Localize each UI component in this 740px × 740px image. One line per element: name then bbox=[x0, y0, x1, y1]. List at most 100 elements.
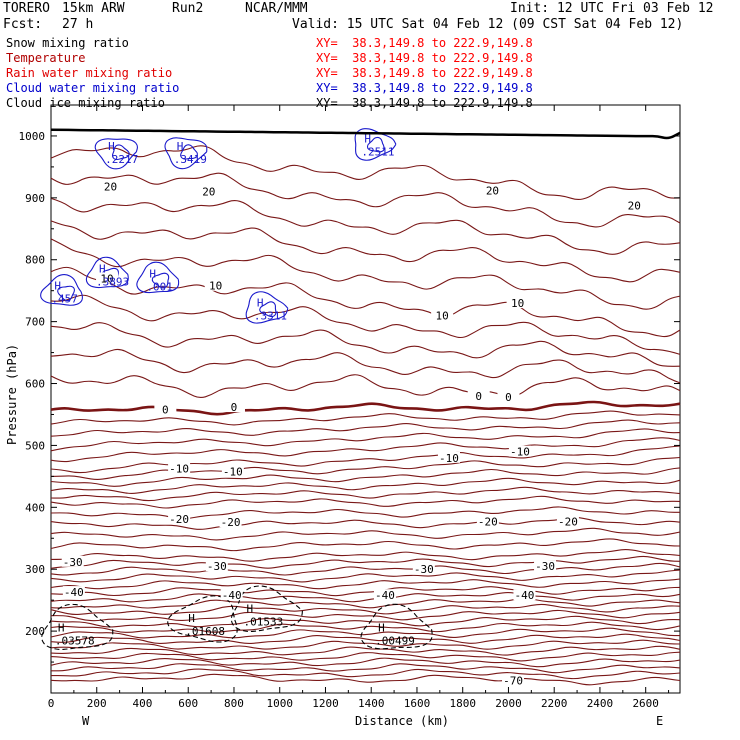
isotherm-line bbox=[50, 506, 680, 520]
x-tick-label: 1200 bbox=[312, 697, 339, 710]
cloud-water-contour bbox=[245, 291, 289, 324]
isotherm-label-bg bbox=[221, 465, 244, 477]
isotherm-line bbox=[50, 428, 681, 452]
isotherm-label: -30 bbox=[414, 563, 434, 576]
isotherm-label: 20 bbox=[104, 181, 117, 194]
isotherm-label: -10 bbox=[223, 465, 243, 478]
y-tick-label: 400 bbox=[25, 501, 45, 514]
isotherm-line bbox=[50, 615, 681, 628]
isotherm-line bbox=[50, 586, 681, 597]
fcst-label: Fcst: bbox=[3, 17, 43, 32]
isotherm-label: 0 bbox=[162, 404, 169, 417]
isotherm-label-bg bbox=[373, 589, 396, 601]
isotherm-label-bg bbox=[197, 185, 220, 197]
isotherm-label: 10 bbox=[435, 309, 448, 322]
isotherm-label: -40 bbox=[64, 586, 84, 599]
isotherm-label-bg bbox=[437, 451, 460, 463]
isotherm-line bbox=[50, 197, 681, 255]
y-tick-label: 200 bbox=[25, 625, 45, 638]
maximum-marker: H bbox=[364, 132, 371, 145]
isotherm-label-bg bbox=[481, 184, 504, 196]
isotherm-line bbox=[50, 527, 681, 541]
isotherm-label-bg bbox=[502, 674, 525, 686]
x-tick-label: 2000 bbox=[495, 697, 522, 710]
isotherm-label: -10 bbox=[439, 452, 459, 465]
isotherm-label: -40 bbox=[515, 589, 535, 602]
isotherm-line bbox=[50, 657, 681, 668]
isotherm-line bbox=[50, 410, 681, 426]
maximum-marker: H bbox=[177, 140, 184, 153]
isotherm-line bbox=[50, 486, 681, 502]
isotherm-line bbox=[50, 627, 680, 639]
cloud-water-contour bbox=[85, 256, 129, 289]
cloud-ice-contour bbox=[360, 603, 433, 650]
isotherm-label-bg bbox=[205, 560, 228, 572]
x-tick-label: 200 bbox=[87, 697, 107, 710]
x-tick-label: 1000 bbox=[266, 697, 293, 710]
maximum-value: .01608 bbox=[185, 625, 225, 638]
isotherm-line bbox=[50, 603, 681, 615]
isotherm-label-bg bbox=[623, 199, 646, 211]
isotherm-label: -20 bbox=[169, 513, 189, 526]
legend-xy-cloud-ice: XY= 38.3,149.8 to 222.9,149.8 bbox=[316, 96, 533, 110]
model-resolution: 15km ARW bbox=[62, 1, 125, 16]
legend-xy-rain: XY= 38.3,149.8 to 222.9,149.8 bbox=[316, 66, 533, 80]
maximum-value: .3419 bbox=[174, 153, 207, 166]
isotherm-line bbox=[50, 569, 681, 583]
maximum-value: .3311 bbox=[254, 309, 287, 322]
isotherm-label: -10 bbox=[169, 462, 189, 475]
isotherm-label-bg bbox=[61, 555, 84, 567]
isotherm-label-bg bbox=[412, 563, 435, 575]
isotherm-label: -10 bbox=[510, 446, 530, 459]
isotherm-label-bg bbox=[219, 516, 242, 528]
maximum-marker: H bbox=[257, 296, 264, 309]
isotherm-label: -20 bbox=[221, 516, 241, 529]
isotherm-line bbox=[50, 220, 681, 283]
isotherm-label-bg bbox=[99, 180, 122, 192]
isotherm-label: 20 bbox=[628, 199, 641, 212]
x-tick-label: 600 bbox=[178, 697, 198, 710]
isotherm-line bbox=[50, 437, 681, 463]
isotherm-label: -20 bbox=[558, 516, 578, 529]
legend-label-rain: Rain water mixing ratio bbox=[6, 66, 173, 80]
fcst-value: 27 h bbox=[62, 17, 94, 32]
y-tick-label: 500 bbox=[25, 439, 45, 452]
isotherm-label: 10 bbox=[209, 280, 222, 293]
maximum-value: .3893 bbox=[96, 275, 129, 288]
cloud-water-contour bbox=[57, 285, 75, 302]
x-tick-label: 0 bbox=[48, 697, 55, 710]
x-tick-label: 2600 bbox=[632, 697, 659, 710]
isotherm-label-bg bbox=[534, 560, 557, 572]
cloud-ice-contour bbox=[230, 585, 303, 633]
isotherm-label-bg bbox=[96, 272, 119, 284]
isotherm-label-bg bbox=[556, 515, 579, 527]
cloud-ice-contour bbox=[41, 603, 114, 650]
maximum-marker: H bbox=[54, 280, 61, 293]
isotherm-line bbox=[50, 592, 681, 603]
isotherm-line bbox=[50, 538, 681, 552]
isotherm-line bbox=[50, 467, 681, 487]
maximum-value: .2511 bbox=[361, 145, 394, 158]
cloud-water-contour bbox=[259, 301, 277, 318]
model-name: TORERO bbox=[3, 1, 50, 16]
isotherm-line bbox=[50, 609, 681, 622]
isotherm-label-bg bbox=[467, 389, 490, 401]
maximum-value: .001 bbox=[146, 280, 173, 293]
isotherm-label: 0 bbox=[505, 391, 512, 404]
isotherm-line bbox=[50, 238, 681, 310]
isotherm-line bbox=[50, 645, 681, 656]
y-tick-label: 600 bbox=[25, 378, 45, 391]
isotherm-label-bg bbox=[508, 445, 531, 457]
cloud-water-contour bbox=[136, 261, 180, 294]
isotherm-label: 0 bbox=[231, 401, 238, 414]
x-tick-label: 400 bbox=[133, 697, 153, 710]
isotherm-line bbox=[50, 668, 681, 680]
plot-frame bbox=[50, 104, 681, 694]
isotherm-line bbox=[50, 495, 681, 509]
legend-label-cloud-water: Cloud water mixing ratio bbox=[6, 81, 180, 95]
isotherm-label-bg bbox=[154, 403, 177, 415]
isotherm-label: 10 bbox=[100, 272, 113, 285]
isotherm-label: -40 bbox=[375, 589, 395, 602]
maximum-value: .00499 bbox=[375, 634, 415, 647]
